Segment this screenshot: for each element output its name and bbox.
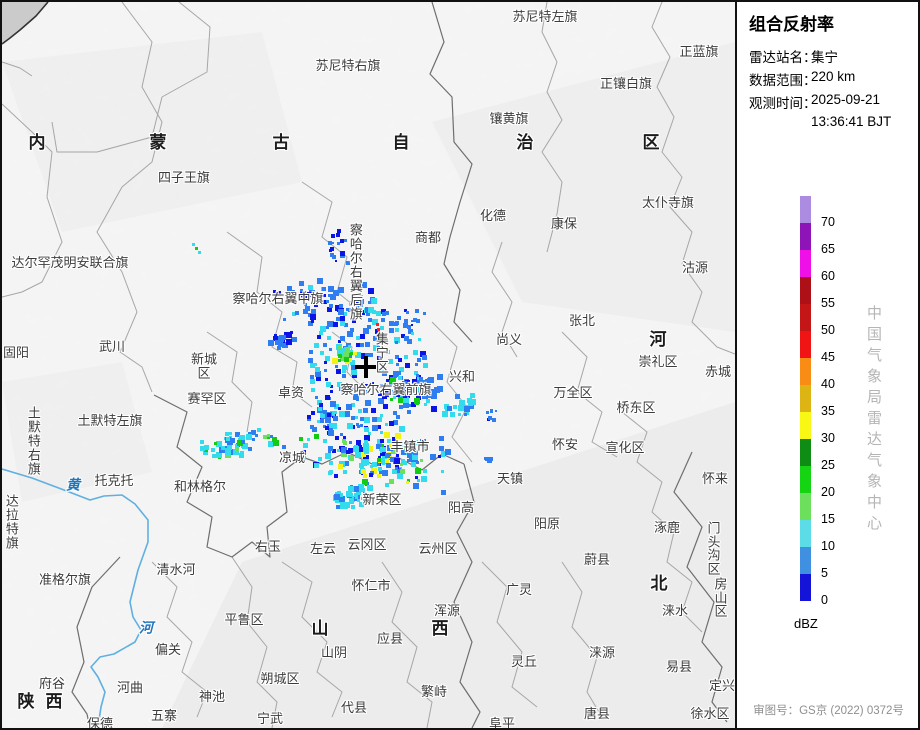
legend-segment-8 [800,412,811,439]
time-label: 观测时间： [749,96,817,111]
legend-segment-11 [800,493,811,520]
legend-unit: dBZ [794,616,818,631]
legend-segment-6 [800,358,811,385]
station-value: 集宁 [811,50,838,65]
range-label: 数据范围： [749,73,817,88]
range-value: 220 km [811,69,856,84]
legend-tick-40: 40 [821,377,835,391]
legend-tick-60: 60 [821,269,835,283]
info-panel: 组合反射率 雷达站名： 集宁 数据范围： 220 km 观测时间： 2025-0… [735,2,918,728]
legend-segment-4 [800,304,811,331]
time-row: 观测时间： 2025-09-21 [749,92,880,112]
obs-time-value: 13:36:41 BJT [811,114,892,129]
range-row: 数据范围： 220 km [749,69,855,89]
legend-segment-3 [800,277,811,304]
radar-station-marker [355,356,377,378]
radar-map-canvas[interactable]: 苏尼特右旗 苏尼特左旗 正蓝旗 正镶白旗 镶黄旗 四子王旗 太仆寺旗 化德 康保 商都 沽源 达尔罕茂… [2,2,735,728]
legend-segment-5 [800,331,811,358]
legend-tick-10: 10 [821,539,835,553]
legend-segment-2 [800,250,811,277]
legend-segment-1 [800,223,811,250]
obs-date-value: 2025-09-21 [811,92,881,107]
legend-tick-65: 65 [821,242,835,256]
legend-segment-0 [800,196,811,223]
agency-watermark: 中国气象局雷达气象中心 [865,305,882,536]
map-approval-number: 审图号：GS京 (2022) 0372号 [753,705,904,717]
legend-segment-9 [800,439,811,466]
product-title: 组合反射率 [749,15,834,34]
station-row: 雷达站名： 集宁 [749,46,838,66]
legend-tick-5: 5 [821,566,828,580]
legend-segment-10 [800,466,811,493]
legend-tick-45: 45 [821,350,835,364]
legend-tick-35: 35 [821,404,835,418]
legend-tick-70: 70 [821,215,835,229]
legend-tick-50: 50 [821,323,835,337]
legend-tick-0: 0 [821,593,828,607]
map-graphics-layer [2,2,735,728]
station-label: 雷达站名： [749,50,817,65]
legend-tick-55: 55 [821,296,835,310]
legend-segment-7 [800,385,811,412]
legend-tick-15: 15 [821,512,835,526]
legend-tick-25: 25 [821,458,835,472]
legend-segment-12 [800,520,811,547]
legend-segment-13 [800,547,811,574]
legend-segment-14 [800,574,811,601]
legend-tick-30: 30 [821,431,835,445]
legend-tick-20: 20 [821,485,835,499]
